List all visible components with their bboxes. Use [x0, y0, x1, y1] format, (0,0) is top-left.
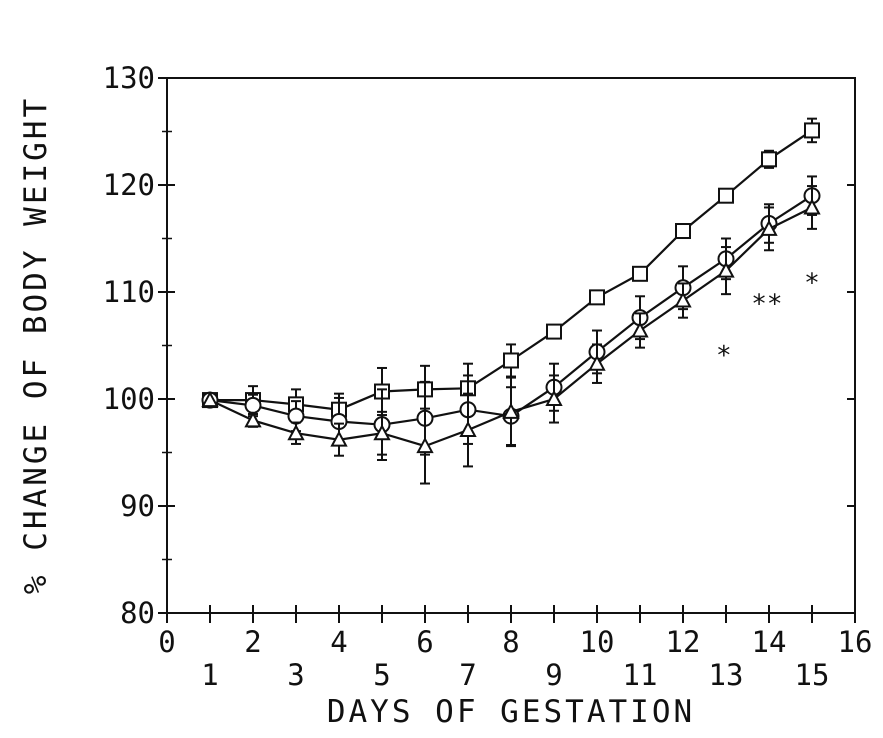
x-tick-label: 4 [330, 625, 347, 659]
x-tick-label: 8 [502, 625, 519, 659]
y-tick-label: 90 [120, 489, 155, 523]
x-tick-label: 12 [666, 625, 701, 659]
series-triangle [201, 185, 821, 485]
annotation-layer: **** [716, 268, 820, 371]
marker-triangle [631, 321, 649, 338]
significance-marker: * [804, 268, 820, 298]
x-tick-label: 16 [838, 625, 873, 659]
marker-triangle [373, 424, 391, 441]
marker-square [718, 187, 734, 204]
marker-triangle [459, 420, 477, 438]
marker-triangle [717, 261, 735, 278]
marker-circle [287, 407, 305, 425]
x-tick-label-minor: 15 [795, 658, 830, 692]
significance-marker: ** [751, 290, 782, 320]
marker-square [546, 323, 562, 340]
x-tick-label-minor: 13 [709, 658, 744, 692]
significance-marker: * [716, 341, 732, 371]
marker-circle [244, 396, 262, 414]
marker-triangle [287, 424, 305, 441]
y-tick-label: 80 [120, 596, 155, 630]
marker-triangle [502, 402, 520, 419]
marker-square [589, 289, 605, 306]
y-tick-label: 110 [103, 275, 155, 309]
y-axis-label: % CHANGE OF BODY WEIGHT [18, 96, 54, 594]
marker-triangle [244, 411, 262, 428]
marker-triangle [760, 219, 778, 236]
x-axis-label: DAYS OF GESTATION [327, 694, 695, 730]
x-tick-label: 0 [158, 625, 175, 659]
marker-triangle [588, 354, 606, 371]
marker-square [632, 265, 648, 282]
x-tick-label: 2 [244, 625, 261, 659]
marker-square [804, 122, 820, 139]
x-tick-label-minor: 3 [287, 658, 304, 692]
x-tick-label-minor: 7 [459, 658, 476, 692]
marker-triangle [330, 430, 348, 447]
marker-triangle [674, 291, 692, 308]
marker-triangle [416, 436, 434, 454]
x-tick-label-minor: 1 [201, 658, 218, 692]
x-tick-label: 14 [752, 625, 787, 659]
marker-square [503, 352, 519, 369]
marker-triangle [201, 390, 219, 408]
marker-triangle [803, 198, 821, 215]
y-tick-label: 120 [103, 168, 155, 202]
x-tick-label: 6 [416, 625, 433, 659]
series-layer [201, 117, 821, 485]
marker-square [761, 151, 777, 168]
x-tick-label-minor: 5 [373, 658, 390, 692]
x-tick-label-minor: 11 [623, 658, 658, 692]
y-tick-label: 100 [103, 382, 155, 416]
y-tick-label: 130 [103, 61, 155, 95]
x-tick-label-minor: 9 [545, 658, 562, 692]
marker-triangle [545, 389, 563, 406]
marker-square [675, 223, 691, 240]
x-tick-label: 10 [580, 625, 615, 659]
